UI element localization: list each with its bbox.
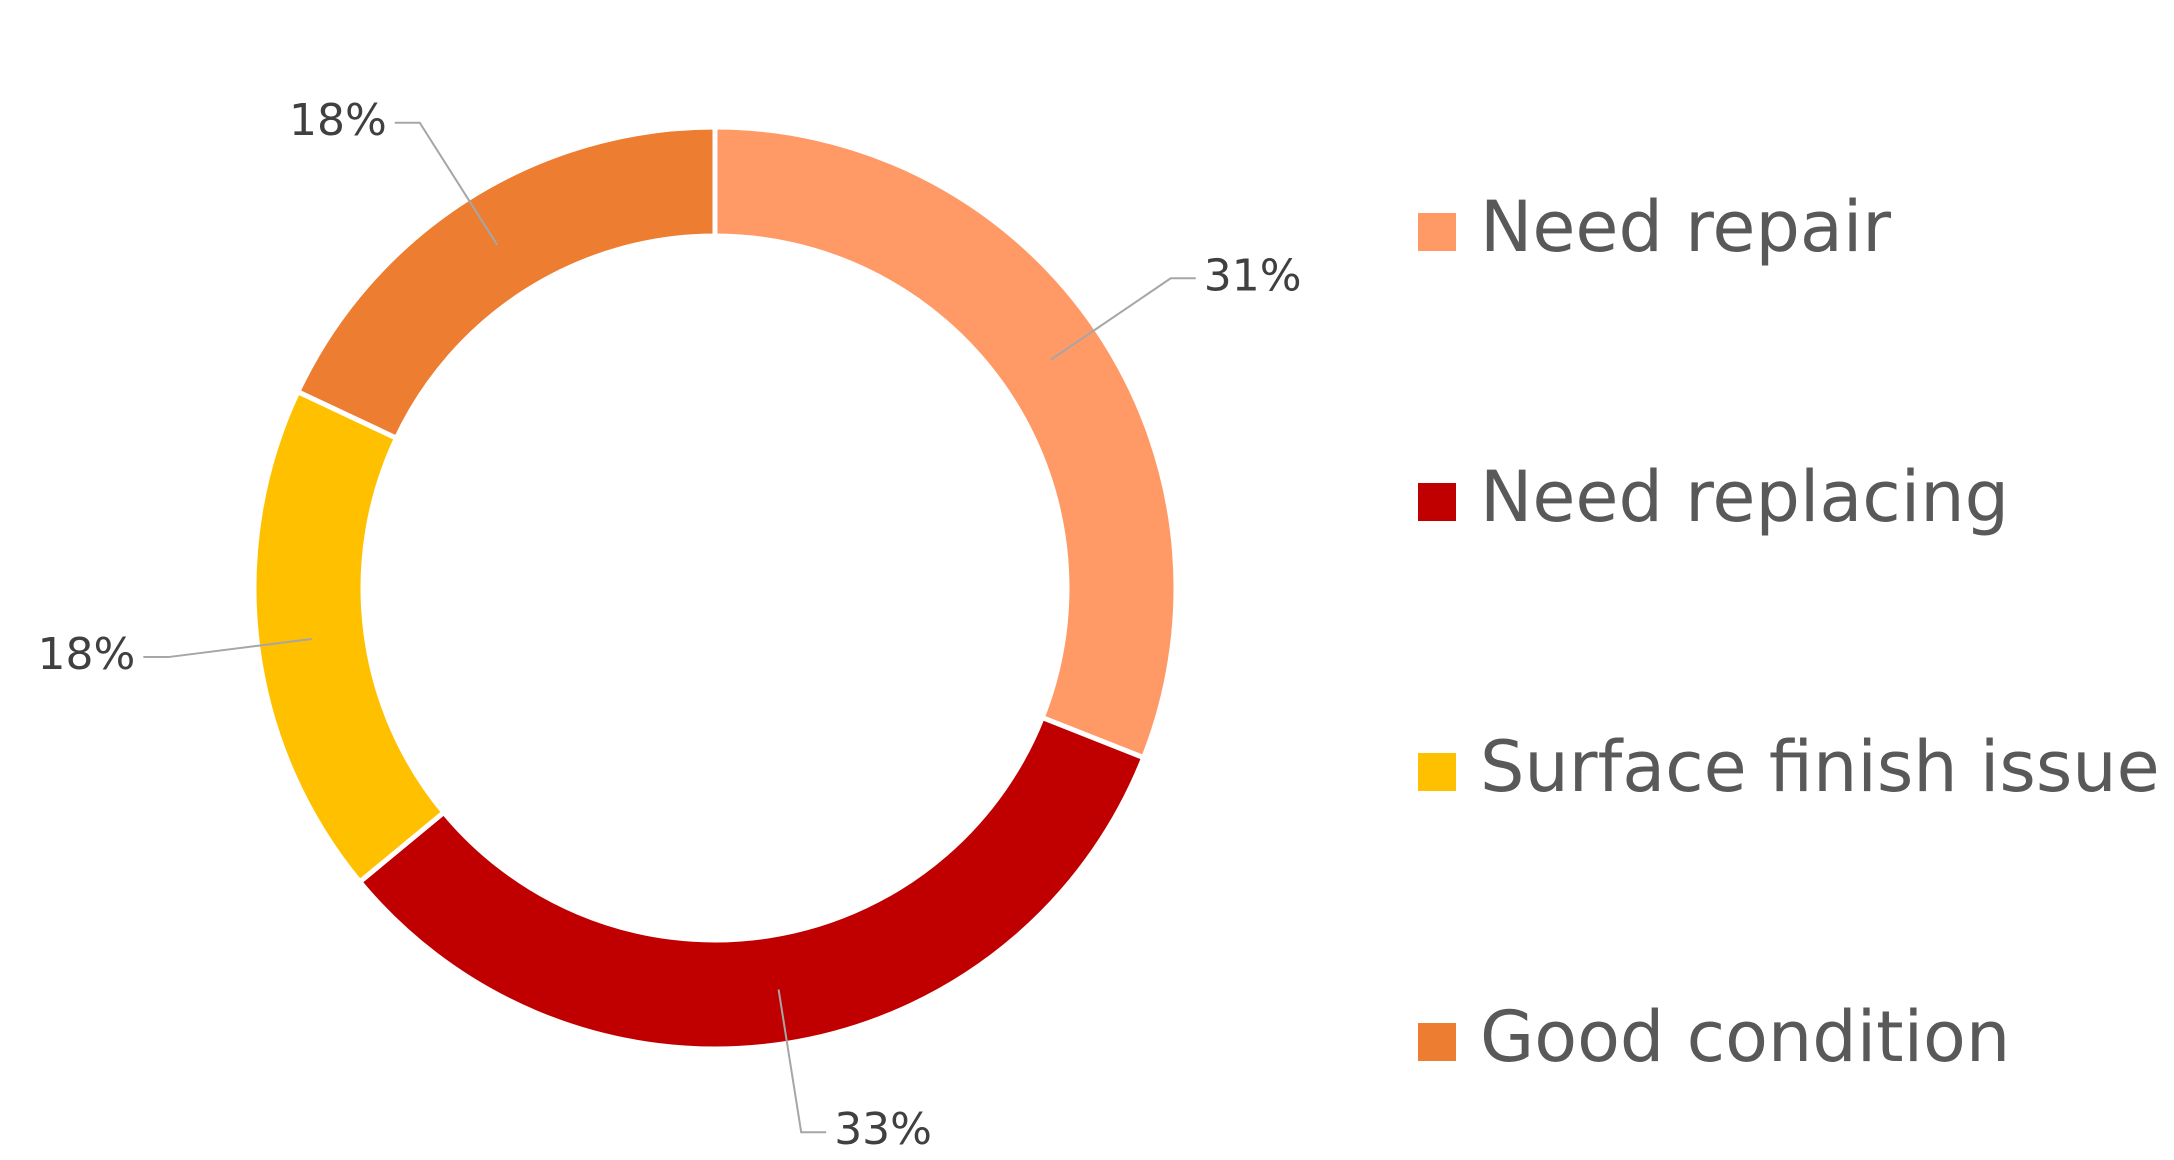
donut-slice bbox=[712, 124, 1179, 761]
leader-line bbox=[777, 989, 827, 1134]
data-label: 18% bbox=[38, 629, 136, 680]
donut-slice bbox=[294, 124, 718, 442]
leader-line bbox=[1050, 277, 1196, 361]
data-label: 31% bbox=[1204, 250, 1302, 301]
legend-swatch bbox=[1418, 213, 1456, 251]
donut-slice bbox=[356, 714, 1147, 1052]
legend-swatch bbox=[1418, 753, 1456, 791]
legend-label: Need replacing bbox=[1480, 456, 2009, 538]
legend-label: Need repair bbox=[1480, 186, 1891, 268]
legend-swatch bbox=[1418, 483, 1456, 521]
data-label: 33% bbox=[834, 1104, 932, 1155]
leader-line bbox=[394, 121, 499, 246]
leader-line bbox=[143, 637, 312, 659]
data-label: 18% bbox=[289, 95, 387, 146]
legend-swatch bbox=[1418, 1023, 1456, 1061]
legend-label: Good condition bbox=[1480, 996, 2010, 1078]
legend-label: Surface finish issue bbox=[1480, 726, 2160, 808]
donut-slice bbox=[251, 388, 448, 886]
